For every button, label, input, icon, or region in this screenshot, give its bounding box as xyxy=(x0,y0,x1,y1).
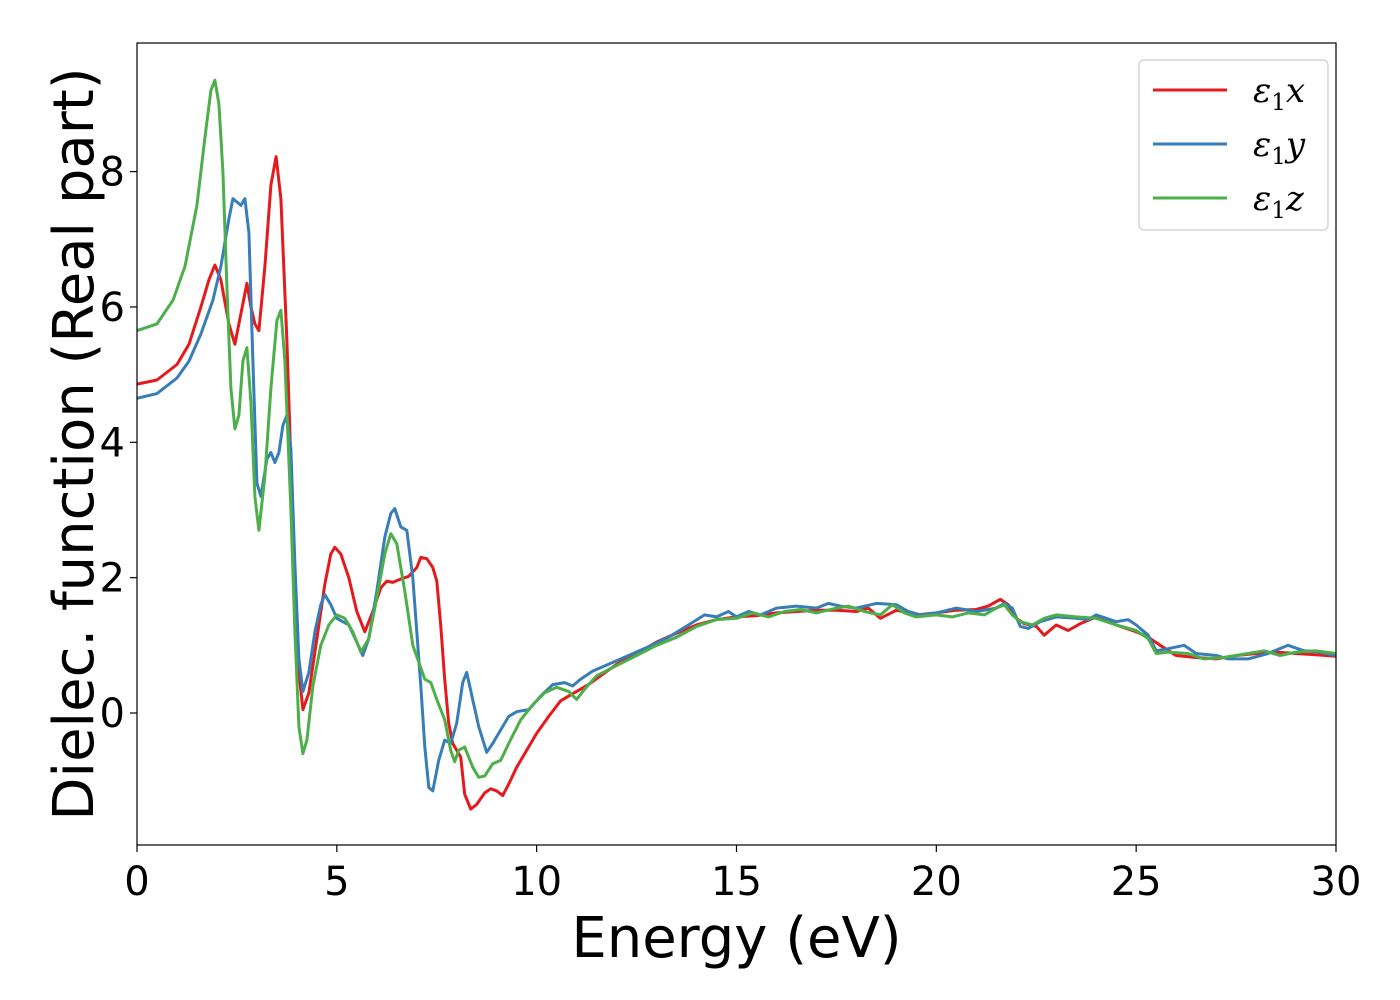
y-axis-title: Dielec. function (Real part) xyxy=(42,67,107,820)
x-tick-label: 10 xyxy=(511,859,562,905)
y-tick-label: 4 xyxy=(100,420,125,466)
legend-label-z: ε1z xyxy=(1253,179,1305,224)
x-tick-label: 0 xyxy=(124,859,149,905)
y-tick-label: 2 xyxy=(100,556,125,602)
series-lines xyxy=(137,78,1336,811)
x-tick-label: 15 xyxy=(711,859,762,905)
x-tick-label: 30 xyxy=(1311,859,1362,905)
series-line-y xyxy=(137,197,1336,793)
series-line-z xyxy=(137,78,1336,779)
y-tick-label: 6 xyxy=(100,285,125,331)
series-line-x xyxy=(137,155,1336,811)
y-tick-label: 8 xyxy=(100,150,125,196)
legend-label-x: ε1x xyxy=(1253,71,1305,116)
axis-ticks: 0 5 10 15 20 25 30 0 2 4 6 8 xyxy=(100,150,1362,905)
plot-frame xyxy=(136,42,1337,846)
x-tick-label: 5 xyxy=(324,859,349,905)
x-tick-label: 25 xyxy=(1111,859,1162,905)
legend-label-y: ε1y xyxy=(1253,125,1306,170)
legend: ε1x ε1y ε1z xyxy=(1138,59,1329,231)
x-tick-label: 20 xyxy=(911,859,962,905)
y-tick-label: 0 xyxy=(100,691,125,737)
legend-box xyxy=(1138,59,1329,231)
x-axis-title: Energy (eV) xyxy=(571,906,901,971)
